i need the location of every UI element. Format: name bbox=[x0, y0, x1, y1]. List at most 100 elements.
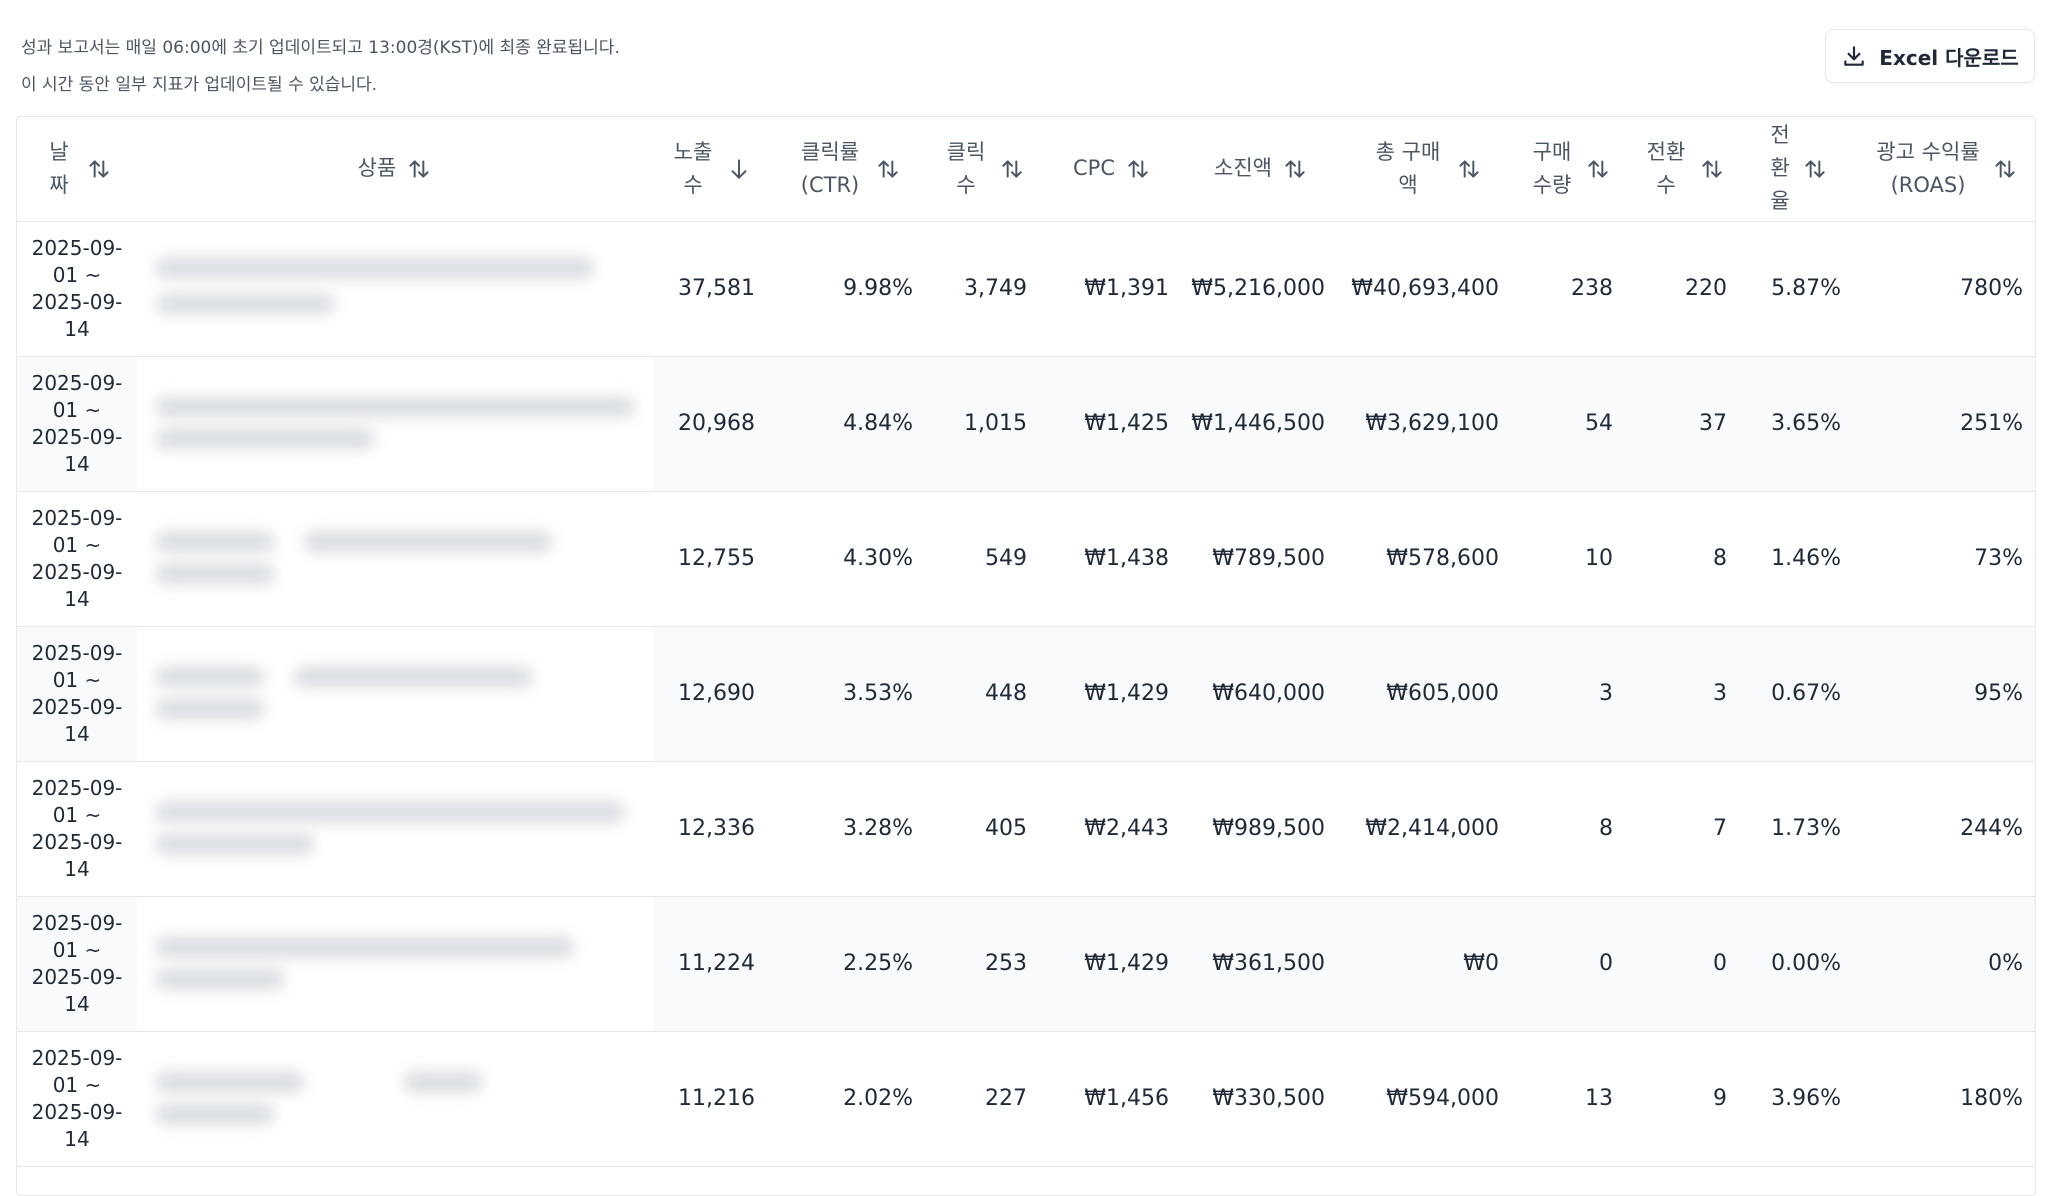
cell-cvr: 0.00% bbox=[1741, 896, 1855, 1032]
cell-date: 2025-09-01 ~ 2025-09-14 bbox=[17, 221, 137, 357]
table-row[interactable]: 2025-09-01 ~ 2025-09-14 11,224 2.25% 253 ₩1,… bbox=[17, 896, 2035, 1032]
sort-icon bbox=[1588, 160, 1608, 178]
redacted-product-name bbox=[143, 1036, 648, 1161]
cell-product-redacted bbox=[137, 221, 653, 357]
cell-clicks: 253 bbox=[927, 896, 1041, 1032]
cell-purchase-qty: 54 bbox=[1513, 356, 1627, 492]
column-header-conversions[interactable]: 전환수 bbox=[1627, 117, 1741, 222]
cell-date: 2025-09-01 ~ 2025-09-14 bbox=[17, 626, 137, 762]
redaction-blur bbox=[303, 530, 553, 553]
table-row[interactable]: 2025-09-01 ~ 2025-09-14 37,581 9.98% 3,749 ₩… bbox=[17, 221, 2035, 357]
cell-cpc: ₩1,438 bbox=[1041, 491, 1183, 627]
redacted-product-name bbox=[143, 766, 648, 891]
cell-cvr: 3.65% bbox=[1741, 356, 1855, 492]
cell-cvr: 5.87% bbox=[1741, 221, 1855, 357]
redaction-blur bbox=[155, 1102, 275, 1125]
cell-spend: ₩1,446,500 bbox=[1183, 356, 1339, 492]
cell-impressions: 20,968 bbox=[653, 356, 769, 492]
redacted-product-name bbox=[143, 496, 648, 621]
table-row[interactable]: 2025-09-01 ~ 2025-09-14 12,690 3.53% 448 ₩1,… bbox=[17, 626, 2035, 762]
redaction-blur bbox=[155, 427, 375, 450]
cell-ctr: 4.84% bbox=[769, 356, 927, 492]
notice-line-1: 성과 보고서는 매일 06:00에 초기 업데이트되고 13:00경(KST)에… bbox=[21, 38, 620, 58]
cell-clicks: 3,749 bbox=[927, 221, 1041, 357]
cell-purchase-qty: 3 bbox=[1513, 626, 1627, 762]
cell-ctr: 3.53% bbox=[769, 626, 927, 762]
column-header-clicks[interactable]: 클릭수 bbox=[927, 117, 1041, 222]
redaction-blur bbox=[155, 292, 335, 315]
redaction-blur bbox=[155, 256, 595, 279]
cell-conversions: 8 bbox=[1627, 491, 1741, 627]
sort-icon bbox=[1459, 160, 1479, 178]
cell-revenue: ₩3,629,100 bbox=[1339, 356, 1513, 492]
cell-cvr: 1.73% bbox=[1741, 761, 1855, 897]
redaction-blur bbox=[155, 665, 265, 688]
cell-revenue: ₩578,600 bbox=[1339, 491, 1513, 627]
excel-download-button[interactable]: Excel 다운로드 bbox=[1825, 29, 2035, 83]
cell-cpc: ₩1,429 bbox=[1041, 896, 1183, 1032]
table-row[interactable]: 2025-09-01 ~ 2025-09-14 20,968 4.84% 1,015 ₩… bbox=[17, 356, 2035, 492]
redaction-blur bbox=[155, 832, 315, 855]
cell-cpc: ₩2,443 bbox=[1041, 761, 1183, 897]
table-row[interactable]: 2025-09-01 ~ 2025-09-14 12,755 4.30% 549 ₩1,… bbox=[17, 491, 2035, 627]
cell-date: 2025-09-01 ~ 2025-09-14 bbox=[17, 761, 137, 897]
redaction-blur bbox=[155, 530, 275, 553]
sort-icon bbox=[1702, 160, 1722, 178]
redaction-blur bbox=[155, 395, 635, 418]
cell-date: 2025-09-01 ~ 2025-09-14 bbox=[17, 491, 137, 627]
cell-ctr: 2.25% bbox=[769, 896, 927, 1032]
cell-spend: ₩330,500 bbox=[1183, 1031, 1339, 1167]
redaction-blur bbox=[155, 1070, 305, 1093]
column-header-product[interactable]: 상품 bbox=[137, 117, 653, 222]
sort-icon bbox=[1002, 160, 1022, 178]
cell-roas: 251% bbox=[1855, 356, 2035, 492]
redaction-blur bbox=[155, 697, 265, 720]
cell-product-redacted bbox=[137, 626, 653, 762]
table-row[interactable]: 2025-09-01 ~ 2025-09-14 12,336 3.28% 405 ₩2,… bbox=[17, 761, 2035, 897]
cell-purchase-qty: 0 bbox=[1513, 896, 1627, 1032]
cell-clicks: 448 bbox=[927, 626, 1041, 762]
cell-cvr: 0.67% bbox=[1741, 626, 1855, 762]
sort-icon bbox=[1128, 160, 1148, 178]
cell-clicks: 227 bbox=[927, 1031, 1041, 1167]
table-header-row: 날짜 상품 노출수 클릭률(CTR) 클릭수 CPC 소진액 총 구매액 구매수… bbox=[17, 117, 2035, 222]
column-header-cpc[interactable]: CPC bbox=[1041, 117, 1183, 222]
redaction-blur bbox=[293, 665, 533, 688]
cell-revenue: ₩2,414,000 bbox=[1339, 761, 1513, 897]
column-header-ctr[interactable]: 클릭률(CTR) bbox=[769, 117, 927, 222]
cell-cvr: 1.46% bbox=[1741, 491, 1855, 627]
cell-product-redacted bbox=[137, 356, 653, 492]
column-header-roas[interactable]: 광고 수익률(ROAS) bbox=[1855, 117, 2035, 222]
column-header-date[interactable]: 날짜 bbox=[17, 117, 137, 222]
column-header-cvr[interactable]: 전환율 bbox=[1741, 117, 1855, 222]
sort-icon bbox=[1805, 160, 1825, 178]
column-header-revenue[interactable]: 총 구매액 bbox=[1339, 117, 1513, 222]
redacted-product-name bbox=[143, 226, 648, 351]
cell-conversions: 220 bbox=[1627, 221, 1741, 357]
column-header-purchase-qty[interactable]: 구매수량 bbox=[1513, 117, 1627, 222]
performance-table: 날짜 상품 노출수 클릭률(CTR) 클릭수 CPC 소진액 총 구매액 구매수… bbox=[16, 116, 2036, 1196]
cell-roas: 780% bbox=[1855, 221, 2035, 357]
cell-spend: ₩989,500 bbox=[1183, 761, 1339, 897]
column-header-spend[interactable]: 소진액 bbox=[1183, 117, 1339, 222]
redaction-blur bbox=[155, 935, 575, 958]
column-header-impressions[interactable]: 노출수 bbox=[653, 117, 769, 222]
cell-date: 2025-09-01 ~ 2025-09-14 bbox=[17, 896, 137, 1032]
cell-spend: ₩361,500 bbox=[1183, 896, 1339, 1032]
notice-line-2: 이 시간 동안 일부 지표가 업데이트될 수 있습니다. bbox=[21, 75, 378, 95]
redaction-blur bbox=[155, 967, 285, 990]
cell-impressions: 37,581 bbox=[653, 221, 769, 357]
excel-download-label: Excel 다운로드 bbox=[1879, 45, 2019, 70]
cell-product-redacted bbox=[137, 896, 653, 1032]
table-row[interactable]: 2025-09-01 ~ 2025-09-14 11,216 2.02% 227 ₩1,… bbox=[17, 1031, 2035, 1167]
cell-clicks: 549 bbox=[927, 491, 1041, 627]
sort-icon bbox=[89, 160, 109, 178]
redacted-product-name bbox=[143, 631, 648, 756]
cell-cpc: ₩1,425 bbox=[1041, 356, 1183, 492]
cell-conversions: 3 bbox=[1627, 626, 1741, 762]
cell-revenue: ₩605,000 bbox=[1339, 626, 1513, 762]
cell-conversions: 9 bbox=[1627, 1031, 1741, 1167]
cell-impressions: 12,336 bbox=[653, 761, 769, 897]
cell-revenue: ₩40,693,400 bbox=[1339, 221, 1513, 357]
cell-ctr: 9.98% bbox=[769, 221, 927, 357]
